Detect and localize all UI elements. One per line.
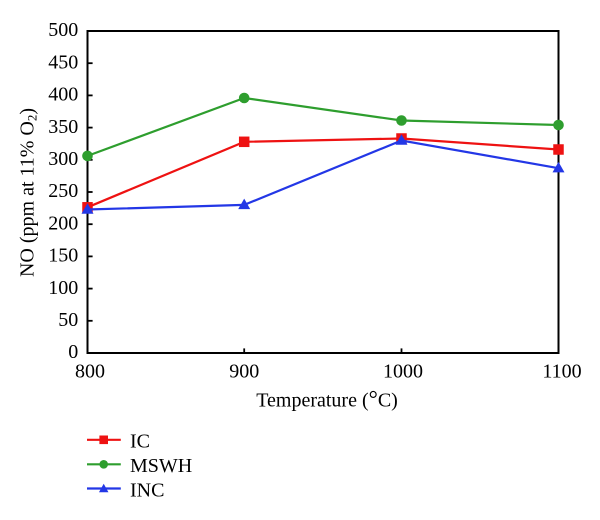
svg-text:1100: 1100 bbox=[542, 361, 581, 383]
svg-text:450: 450 bbox=[48, 51, 78, 73]
svg-text:250: 250 bbox=[48, 180, 78, 202]
svg-text:500: 500 bbox=[48, 19, 78, 41]
svg-text:400: 400 bbox=[48, 84, 78, 106]
svg-text:MSWH: MSWH bbox=[130, 455, 192, 477]
svg-text:100: 100 bbox=[48, 277, 78, 299]
svg-text:50: 50 bbox=[58, 309, 78, 331]
svg-text:200: 200 bbox=[48, 212, 78, 234]
svg-text:150: 150 bbox=[48, 245, 78, 267]
svg-text:0: 0 bbox=[68, 341, 78, 363]
svg-text:350: 350 bbox=[48, 116, 78, 138]
svg-text:1000: 1000 bbox=[383, 361, 423, 383]
svg-text:300: 300 bbox=[48, 148, 78, 170]
svg-text:800: 800 bbox=[75, 361, 105, 383]
svg-text:IC: IC bbox=[130, 431, 150, 453]
svg-text:900: 900 bbox=[229, 361, 259, 383]
svg-text:INC: INC bbox=[130, 479, 164, 501]
svg-text:NO (ppm at 11% O2): NO (ppm at 11% O2) bbox=[17, 108, 40, 277]
svg-text:Temperature (°C): Temperature (°C) bbox=[256, 387, 398, 412]
